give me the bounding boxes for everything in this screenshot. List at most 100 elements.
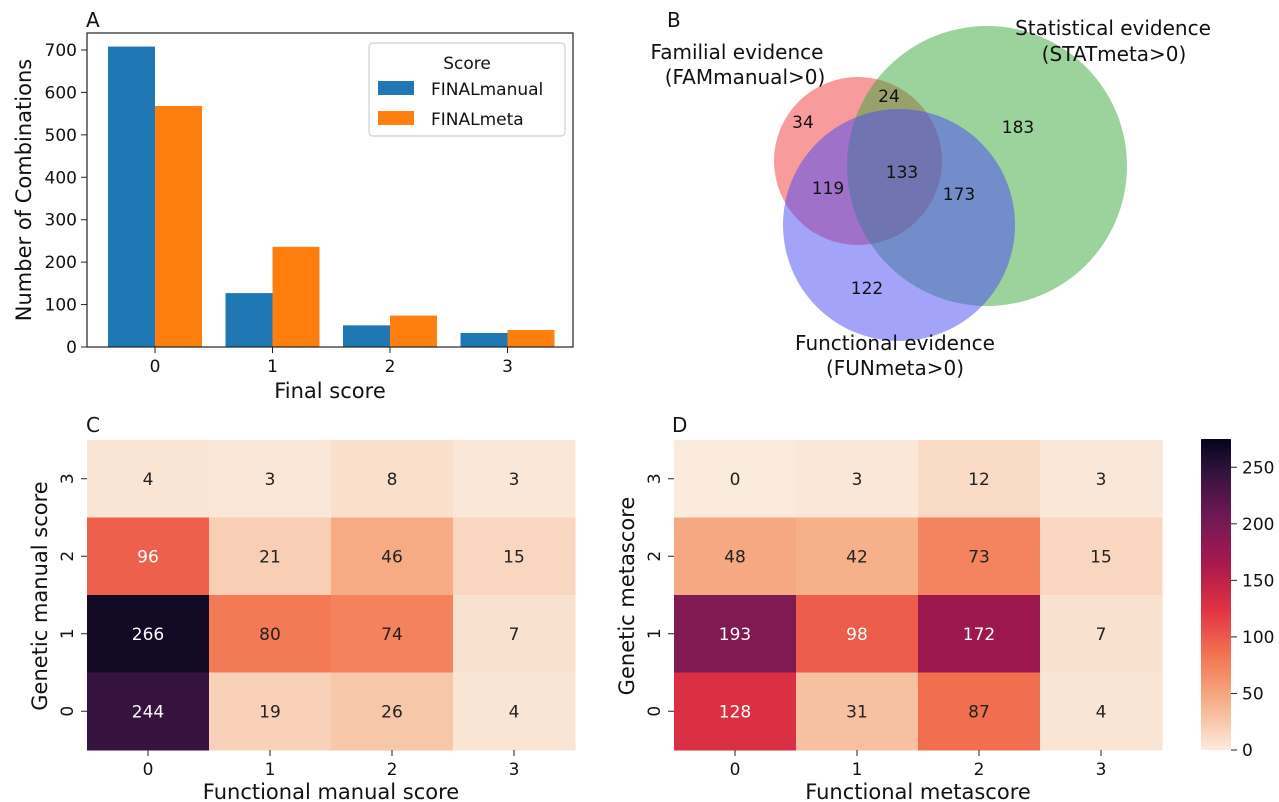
heatmap-d-cell [918, 440, 1041, 518]
bar-x-tick-label: 3 [502, 357, 513, 377]
heatmap-c-x-tick-label: 3 [509, 760, 520, 780]
heatmap-c-cell [331, 595, 454, 673]
venn-count-statistical-only: 183 [1002, 118, 1034, 138]
heatmap-c-cell-value: 4 [143, 470, 154, 490]
bar-y-tick-label: 600 [45, 83, 77, 103]
bar-y-tick-label: 400 [45, 168, 77, 188]
heatmap-c-cell-value: 8 [387, 470, 398, 490]
heatmap-d-y-tick-label: 2 [645, 551, 665, 562]
legend-label-finalmanual: FINALmanual [431, 80, 543, 100]
heatmap-d-cell [674, 517, 797, 596]
heatmap-d-cell [1040, 672, 1163, 751]
heatmap-c-y-tick-label: 0 [58, 706, 78, 717]
bar-y-axis-label: Number of Combinations [12, 59, 36, 321]
bar-x-tick-label: 0 [150, 357, 161, 377]
venn-label-familial: Familial evidence [651, 40, 824, 64]
heatmap-c-cell [209, 440, 332, 518]
heatmap-c-cell [331, 440, 454, 518]
heatmap-c-cell [331, 517, 454, 596]
heatmap-c-cell-value: 46 [381, 547, 403, 567]
heatmap-c-cell-value: 7 [509, 625, 520, 645]
heatmap-c-cell [453, 440, 576, 518]
bar-finalmanual-2 [343, 325, 390, 347]
heatmap-d-cell [796, 440, 919, 518]
bar-finalmeta-0 [155, 105, 202, 347]
heatmap-d-cell [918, 595, 1041, 673]
heatmap-d-y-tick-label: 0 [645, 706, 665, 717]
venn-sublabel-statistical: (STATmeta>0) [1042, 42, 1187, 66]
heatmap-d-cell [918, 517, 1041, 596]
heatmap-c-cell-value: 244 [132, 702, 164, 722]
venn-sublabel-functional: (FUNmeta>0) [826, 356, 964, 380]
heatmap-d-cell-value: 7 [1096, 625, 1107, 645]
bar-y-tick-label: 500 [45, 126, 77, 146]
heatmap-panel-c: Functional manual score Genetic manual s… [28, 440, 576, 802]
heatmap-d-cell [674, 672, 797, 751]
heatmap-c-cell [453, 595, 576, 673]
heatmap-d-cell-value: 172 [963, 625, 995, 645]
venn-count-all-three: 133 [886, 163, 918, 183]
heatmap-d-cell-value: 15 [1090, 547, 1112, 567]
bar-axes-frame [86, 32, 574, 348]
bar-y-tick-label: 300 [45, 211, 77, 231]
heatmap-c-cell-value: 3 [265, 470, 276, 490]
panel-label-b: B [667, 8, 681, 32]
panel-label-d: D [672, 413, 687, 437]
colorbar-tick-label: 50 [1242, 684, 1264, 704]
heatmap-c-cell-value: 80 [259, 625, 281, 645]
legend-swatch-finalmanual [378, 81, 414, 95]
heatmap-d-x-tick-label: 2 [974, 760, 985, 780]
heatmap-d-cell-value: 3 [852, 470, 863, 490]
bar-finalmeta-3 [507, 330, 555, 347]
legend-swatch-finalmeta [378, 111, 414, 125]
bar-finalmanual-1 [225, 293, 273, 347]
heatmap-d-x-tick-label: 3 [1096, 760, 1107, 780]
heatmap-d-cell-value: 42 [846, 547, 868, 567]
heatmap-d-cell [1040, 440, 1163, 518]
heatmap-d-cell-value: 3 [1096, 470, 1107, 490]
heatmap-c-cell [331, 672, 454, 751]
heatmap-c-x-tick-label: 2 [387, 760, 398, 780]
venn-diagram-panel-b: Familial evidence (FAMmanual>0) Statisti… [651, 16, 1211, 380]
heatmap-d-cell [674, 595, 797, 673]
colorbar-gradient [1201, 439, 1231, 750]
heatmap-c-y-tick-label: 2 [58, 551, 78, 562]
bar-finalmeta-1 [272, 246, 320, 347]
heatmap-c-cell-value: 15 [503, 547, 525, 567]
heatmap-d-cell [796, 517, 919, 596]
venn-sublabel-familial: (FAMmanual>0) [665, 65, 826, 89]
colorbar-tick-label: 200 [1242, 515, 1274, 535]
heatmap-c-x-tick-label: 0 [143, 760, 154, 780]
bar-x-tick-label: 2 [385, 357, 396, 377]
bar-series [108, 46, 555, 348]
heatmap-c-cell-value: 19 [259, 702, 281, 722]
heatmap-c-cell [87, 672, 210, 751]
venn-count-familial-only: 34 [792, 113, 814, 133]
venn-count-statistical-functional: 173 [943, 185, 975, 205]
heatmap-d-cell-value: 4 [1096, 702, 1107, 722]
heatmap-c-x-axis-label: Functional manual score [203, 780, 459, 802]
heatmap-d-cell [918, 672, 1041, 751]
venn-count-familial-statistical: 24 [878, 87, 900, 107]
heatmap-c-cell [453, 517, 576, 596]
bar-y-tick-label: 700 [45, 41, 77, 61]
heatmap-d-cell-value: 193 [719, 625, 751, 645]
heatmap-d-cell [796, 672, 919, 751]
bar-x-axis: 0 1 2 3 [150, 347, 513, 377]
heatmap-d-cell [674, 440, 797, 518]
heatmap-d-y-tick-label: 3 [645, 473, 665, 484]
bar-finalmeta-2 [390, 315, 437, 347]
bar-y-tick-label: 100 [45, 296, 77, 316]
colorbar-tick-label: 250 [1242, 458, 1274, 478]
heatmap-c-cell [87, 595, 210, 673]
heatmap-d-cell [1040, 517, 1163, 596]
heatmap-c-cell [209, 595, 332, 673]
heatmap-c-cell-value: 21 [259, 547, 281, 567]
bar-finalmanual-3 [460, 332, 508, 347]
heatmap-c-cell-value: 3 [509, 470, 520, 490]
bar-y-axis: 0 100 200 300 400 500 600 700 [45, 41, 87, 358]
heatmap-d-cell-value: 12 [968, 470, 990, 490]
legend-title: Score [443, 54, 491, 74]
